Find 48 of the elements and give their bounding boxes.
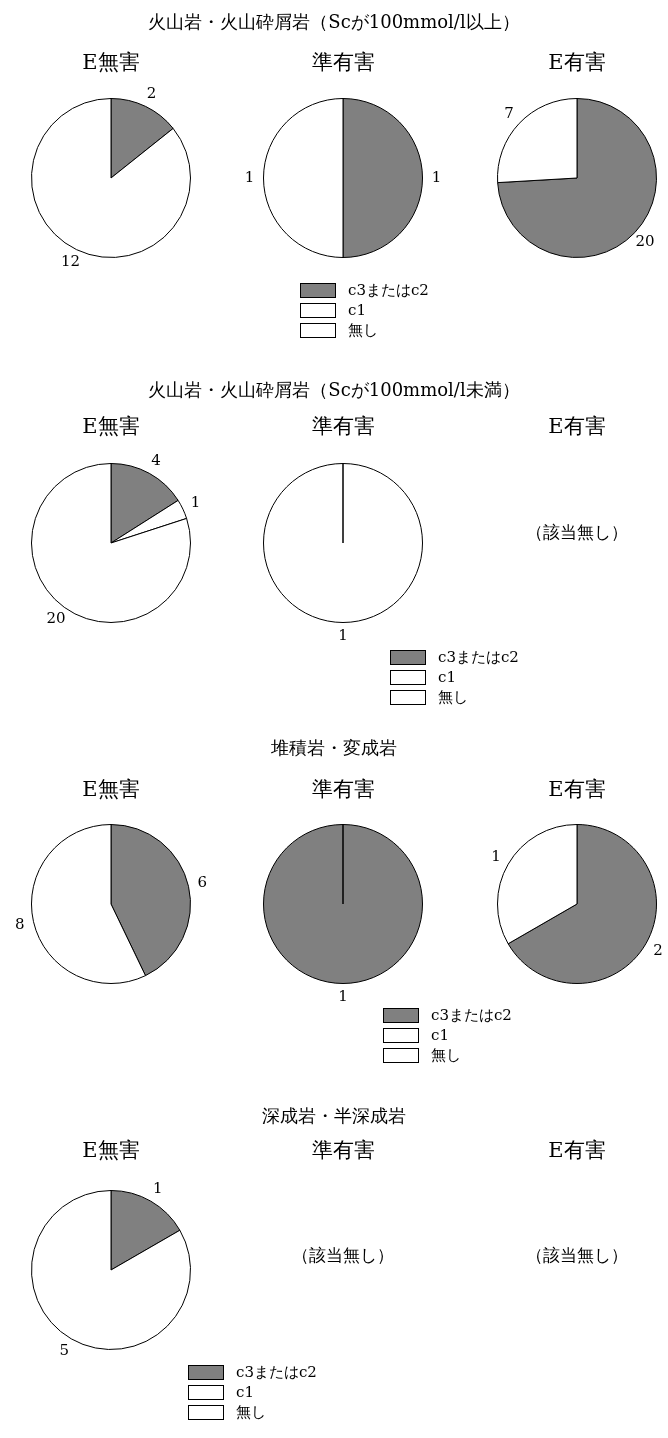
legend-label: c1 <box>236 1382 254 1402</box>
text: （該当無し） <box>291 1244 395 1267</box>
data-label: 1 <box>152 1178 163 1197</box>
text: （該当無し） <box>525 521 629 544</box>
legend-label: c3またはc2 <box>438 647 519 667</box>
text: E有害 <box>547 1137 607 1164</box>
data-label: 1 <box>491 847 501 866</box>
chart-title: E有害 <box>547 776 607 803</box>
legend-label: c3またはc2 <box>348 280 429 300</box>
chart-title: E無害 <box>81 49 141 76</box>
data-label: 20 <box>46 608 66 627</box>
legend-label: c3またはc2 <box>431 1005 512 1025</box>
chart-title: E無害 <box>81 776 141 803</box>
legend-label: 無し <box>431 1045 461 1065</box>
text: 深成岩・半深成岩 <box>261 1104 407 1128</box>
text: 火山岩・火山砕屑岩（Scが100mmol/l未満） <box>147 378 521 402</box>
legend-label: 無し <box>236 1402 266 1422</box>
legend-label: c1 <box>348 300 366 320</box>
data-label: 8 <box>15 914 25 933</box>
chart-title: E有害 <box>547 49 607 76</box>
text: E有害 <box>547 413 607 440</box>
data-label: 7 <box>504 103 514 122</box>
data-label: 2 <box>146 83 157 102</box>
data-label: 6 <box>197 873 207 892</box>
text: （該当無し） <box>525 1244 629 1267</box>
legend-label: c3またはc2 <box>236 1362 317 1382</box>
data-label: 1 <box>244 167 255 186</box>
chart-title: E無害 <box>81 413 141 440</box>
data-label: 4 <box>151 450 161 469</box>
text: 火山岩・火山砕屑岩（Scが100mmol/l以上） <box>147 10 521 34</box>
data-label: 1 <box>190 493 201 512</box>
chart-title: E無害 <box>81 1137 141 1164</box>
legend-label: c1 <box>438 667 456 687</box>
data-label: 1 <box>431 167 442 186</box>
data-label: 2 <box>653 940 663 959</box>
legend-label: 無し <box>438 687 468 707</box>
legend-label: 無し <box>348 320 378 340</box>
data-label: 12 <box>60 252 80 271</box>
text: 準有害 <box>310 1137 376 1164</box>
data-label: 20 <box>635 232 655 251</box>
chart-title: 準有害 <box>310 413 376 440</box>
data-label: 1 <box>338 987 348 1006</box>
chart-title: 準有害 <box>310 776 376 803</box>
text: 堆積岩・変成岩 <box>270 736 398 760</box>
chart-title: 準有害 <box>310 49 376 76</box>
data-label: 5 <box>59 1340 70 1359</box>
data-label: 1 <box>338 626 348 645</box>
legend-label: c1 <box>431 1025 449 1045</box>
